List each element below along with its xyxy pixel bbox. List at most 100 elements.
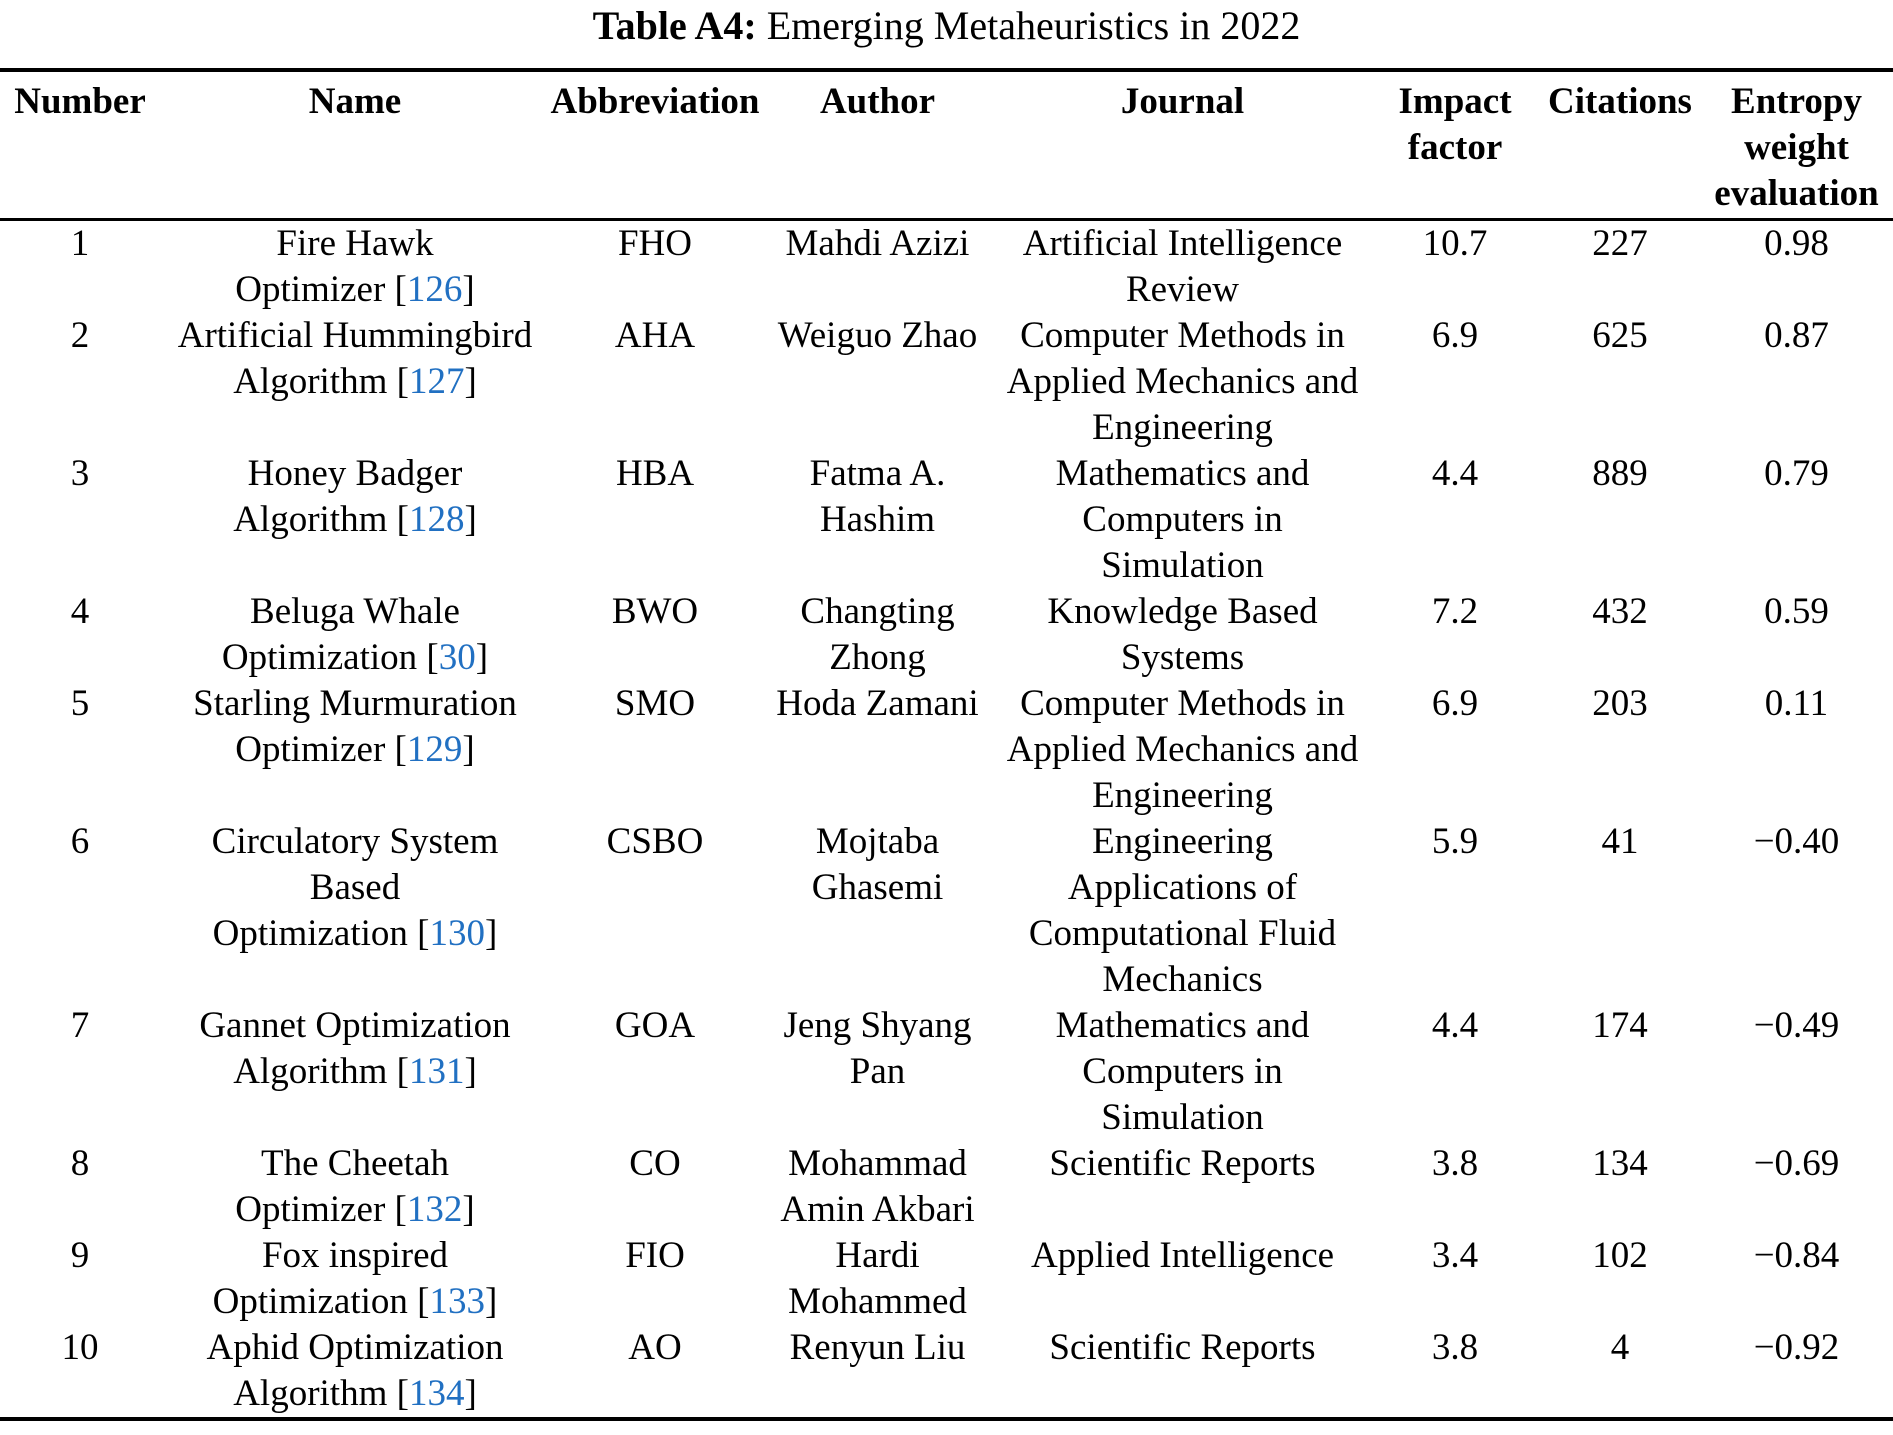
citation-ref: [131] [397,1051,477,1092]
entropy-value: −0.40 [1753,820,1840,862]
column-header-name: Name [160,70,550,221]
table-row: 9 Fox inspired Optimization [133] FIO Hardi M… [0,1233,1893,1325]
cell-impact-factor: 3.8 [1370,1141,1540,1233]
cell-impact-factor: 3.8 [1370,1325,1540,1419]
citation-link[interactable]: 30 [438,636,476,678]
cell-journal: Computer Methods in Applied Mechanics and… [995,313,1370,451]
abbreviation-text: GOA [614,1004,696,1046]
citation-link[interactable]: 126 [406,268,463,310]
name-line: Algorithm [233,1372,388,1414]
cell-citations: 102 [1540,1233,1700,1325]
cell-name: Beluga Whale Optimization [30] [160,589,550,681]
cell-name: Artificial Hummingbird Algorithm [127] [160,313,550,451]
column-header-entropy-weight-evaluation: Entropy weight evaluation [1700,70,1893,221]
citation-bracket: ] [485,1280,498,1322]
cell-journal: Computer Methods in Applied Mechanics and… [995,681,1370,819]
journal-line: Simulation [1101,544,1264,586]
name-line: Aphid Optimization [206,1326,504,1368]
cell-name: Gannet Optimization Algorithm [131] [160,1003,550,1141]
cell-author: Jeng Shyang Pan [760,1003,995,1141]
cell-entropy: 0.79 [1700,451,1893,589]
abbreviation-text: HBA [615,452,695,494]
table-row: 2 Artificial Hummingbird Algorithm [127] AH… [0,313,1893,451]
impact-factor-value: 6.9 [1431,314,1479,356]
author-line: Zhong [829,636,926,678]
author-line: Mohammad [788,1142,967,1184]
citation-bracket: [ [396,1050,409,1092]
cell-impact-factor: 7.2 [1370,589,1540,681]
citation-link[interactable]: 128 [408,498,465,540]
abbreviation-text: SMO [614,682,696,724]
cell-abbreviation: CO [550,1141,760,1233]
abbreviation-text: FHO [617,222,693,264]
citation-ref: [128] [397,499,477,540]
citations-value: 102 [1592,1234,1648,1276]
cell-abbreviation: FHO [550,219,760,313]
cell-entropy: 0.11 [1700,681,1893,819]
row-number: 6 [70,820,90,862]
cell-author: Weiguo Zhao [760,313,995,451]
name-line: Starling Murmuration [193,682,517,724]
cell-journal: Engineering Applications of Computational … [995,819,1370,1003]
cell-citations: 174 [1540,1003,1700,1141]
name-line: Based [309,866,401,908]
column-header-author: Author [760,70,995,221]
entropy-value: 0.79 [1764,452,1829,494]
journal-line: Applied Mechanics and [1006,360,1359,402]
citation-bracket: [ [426,636,439,678]
citation-bracket: [ [417,912,430,954]
column-header-line: Citations [1548,81,1692,122]
citation-link[interactable]: 130 [429,912,486,954]
citation-link[interactable]: 132 [406,1188,463,1230]
cell-impact-factor: 3.4 [1370,1233,1540,1325]
journal-line: Computer Methods in [1020,682,1345,724]
citation-link[interactable]: 127 [408,360,465,402]
name-line: Honey Badger [247,452,463,494]
citation-link[interactable]: 129 [406,728,463,770]
cell-citations: 4 [1540,1325,1700,1419]
name-line: Algorithm [233,498,388,540]
entropy-value: 0.98 [1764,222,1829,264]
entropy-value: 0.87 [1764,314,1829,356]
column-header-line: Abbreviation [550,81,760,122]
name-line: Optimization [212,912,408,954]
journal-line: Mathematics and [1055,452,1310,494]
citations-value: 41 [1601,820,1639,862]
cell-abbreviation: FIO [550,1233,760,1325]
cell-name: Honey Badger Algorithm [128] [160,451,550,589]
cell-impact-factor: 6.9 [1370,681,1540,819]
cell-author: Fatma A. Hashim [760,451,995,589]
column-header-line: Journal [1120,81,1245,122]
metaheuristics-table: Number Name Abbreviation Author Journal Impac… [0,68,1893,1421]
citation-bracket: [ [394,268,407,310]
name-line: Algorithm [233,360,388,402]
entropy-value: 0.59 [1764,590,1829,632]
cell-abbreviation: SMO [550,681,760,819]
citation-bracket: ] [464,498,477,540]
name-line: The Cheetah [261,1142,449,1184]
column-header-abbreviation: Abbreviation [550,70,760,221]
citation-link[interactable]: 134 [408,1372,465,1414]
citation-bracket: ] [464,360,477,402]
author-line: Amin Akbari [780,1188,975,1230]
author-line: Mojtaba [815,820,940,862]
author-line: Renyun Liu [789,1326,966,1368]
table-row: 4 Beluga Whale Optimization [30] BWO Changti… [0,589,1893,681]
citation-link[interactable]: 131 [408,1050,465,1092]
cell-name: Fox inspired Optimization [133] [160,1233,550,1325]
cell-name: Starling Murmuration Optimizer [129] [160,681,550,819]
column-header-line: factor [1407,127,1503,168]
citation-bracket: [ [396,498,409,540]
citation-bracket: ] [464,1050,477,1092]
author-line: Weiguo Zhao [777,314,978,356]
citation-bracket: ] [464,1372,477,1414]
cell-number: 4 [0,589,160,681]
citation-link[interactable]: 133 [429,1280,486,1322]
journal-line: Scientific Reports [1049,1142,1316,1184]
cell-entropy: 0.98 [1700,219,1893,313]
author-line: Ghasemi [811,866,944,908]
cell-journal: Scientific Reports [995,1325,1370,1419]
cell-name: Aphid Optimization Algorithm [134] [160,1325,550,1419]
cell-entropy: 0.87 [1700,313,1893,451]
column-header-line: Name [308,81,402,122]
